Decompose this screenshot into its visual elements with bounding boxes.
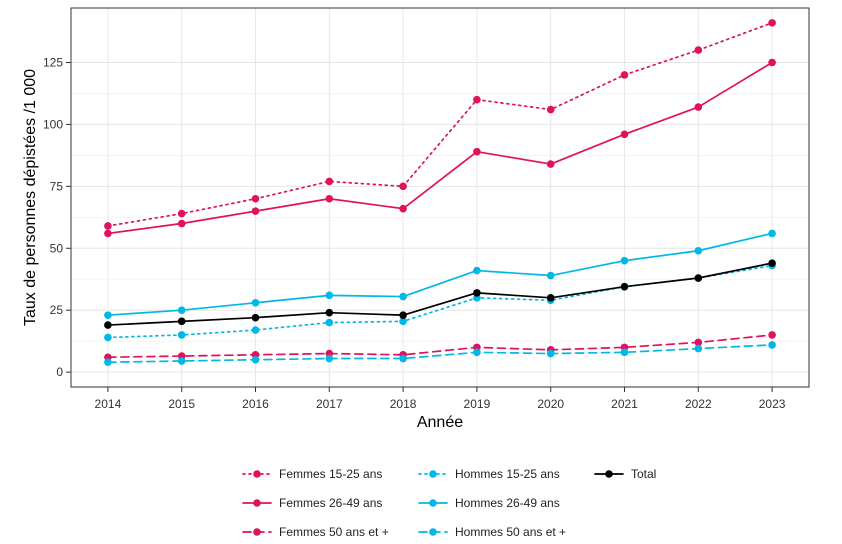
- legend-marker-3: [253, 499, 261, 507]
- x-tick-label-0: 2014: [95, 397, 122, 411]
- data-point-6-7: [620, 348, 629, 357]
- data-point-0-6: [546, 105, 555, 114]
- data-point-1-2: [251, 326, 260, 334]
- y-tick-label-5: 125: [43, 55, 63, 69]
- data-point-2-0: [104, 321, 112, 329]
- data-point-0-0: [104, 222, 112, 230]
- data-point-4-8: [694, 246, 703, 255]
- series-line-2: [107, 262, 773, 326]
- x-tick-label-8: 2022: [685, 397, 712, 411]
- data-point-1-4: [399, 317, 407, 326]
- data-point-3-0: [104, 229, 112, 238]
- x-tick-label-6: 2020: [537, 397, 564, 411]
- legend-marker-5: [253, 528, 261, 536]
- data-point-3-8: [694, 103, 703, 111]
- data-point-4-9: [768, 229, 776, 238]
- data-point-6-1: [177, 357, 186, 365]
- data-point-5-8: [694, 338, 703, 347]
- y-tick-label-1: 25: [50, 303, 64, 317]
- x-tick-label-5: 2019: [464, 397, 491, 411]
- legend-marker-2: [605, 470, 613, 478]
- data-point-4-1: [177, 306, 186, 315]
- x-axis-title: Année: [417, 414, 463, 431]
- legend-label-0: Femmes 15-25 ans: [279, 467, 382, 481]
- legend-marker-0: [253, 470, 261, 478]
- data-point-0-8: [694, 46, 703, 54]
- data-point-2-2: [251, 313, 260, 322]
- data-point-1-1: [177, 331, 186, 339]
- data-point-2-6: [546, 294, 555, 302]
- x-tick-label-2: 2016: [242, 397, 269, 411]
- y-tick-label-0: 0: [56, 365, 63, 379]
- data-point-3-6: [546, 160, 555, 168]
- legend-label-6: Hommes 50 ans et +: [455, 525, 566, 539]
- data-point-6-8: [694, 344, 703, 353]
- data-point-2-4: [399, 311, 407, 319]
- data-point-0-5: [473, 95, 481, 104]
- legend-label-1: Hommes 15-25 ans: [455, 467, 560, 481]
- data-point-2-7: [620, 282, 629, 291]
- data-point-2-3: [325, 308, 334, 317]
- series-line-0: [107, 22, 773, 227]
- legend-marker-1: [429, 470, 437, 478]
- x-tick-label-3: 2017: [316, 397, 343, 411]
- x-tick-label-1: 2015: [168, 397, 195, 411]
- data-point-2-1: [177, 317, 186, 326]
- data-point-0-9: [768, 19, 776, 27]
- y-axis-title: Taux de personnes dépistées /1 000: [22, 69, 39, 326]
- data-point-3-5: [473, 147, 481, 156]
- data-point-3-4: [399, 204, 407, 213]
- x-tick-label-9: 2023: [759, 397, 786, 411]
- data-point-4-5: [473, 266, 481, 275]
- data-point-5-9: [768, 331, 776, 339]
- data-point-6-6: [546, 349, 555, 358]
- legend-label-2: Total: [631, 467, 656, 481]
- legend-label-3: Femmes 26-49 ans: [279, 496, 382, 510]
- data-point-4-2: [251, 298, 260, 307]
- data-point-6-2: [251, 355, 260, 364]
- plot-panel-border: [70, 7, 810, 388]
- legend-marker-6: [429, 528, 437, 536]
- legend-label-4: Hommes 26-49 ans: [455, 496, 560, 510]
- data-point-4-6: [546, 271, 555, 280]
- data-point-6-4: [399, 354, 407, 363]
- data-point-1-3: [325, 318, 334, 327]
- data-point-0-4: [399, 182, 407, 191]
- series-line-4: [107, 232, 773, 317]
- data-point-6-5: [473, 348, 481, 357]
- data-point-3-9: [768, 58, 776, 67]
- data-point-4-7: [620, 256, 629, 265]
- legend-label-5: Femmes 50 ans et +: [279, 525, 389, 539]
- y-tick-label-4: 100: [43, 117, 63, 131]
- series-line-5: [107, 334, 773, 359]
- y-tick-label-3: 75: [50, 179, 64, 193]
- data-point-2-9: [768, 259, 776, 267]
- data-point-0-7: [620, 71, 629, 79]
- series-line-3: [107, 61, 773, 235]
- data-point-4-0: [104, 311, 112, 319]
- data-point-0-1: [177, 209, 186, 218]
- x-tick-label-4: 2018: [390, 397, 417, 411]
- data-point-0-2: [251, 194, 260, 203]
- data-point-0-3: [325, 177, 334, 186]
- data-point-3-2: [251, 207, 260, 215]
- y-tick-label-2: 50: [50, 241, 64, 255]
- data-point-6-3: [325, 354, 334, 363]
- data-point-3-3: [325, 194, 334, 203]
- x-tick-label-7: 2021: [611, 397, 638, 411]
- series-line-6: [107, 344, 773, 364]
- data-point-6-0: [104, 358, 112, 367]
- data-point-1-0: [104, 333, 112, 342]
- legend-marker-4: [429, 499, 437, 507]
- data-point-6-9: [768, 341, 776, 349]
- data-point-3-7: [620, 130, 629, 139]
- data-point-2-8: [694, 274, 703, 282]
- data-point-4-4: [399, 292, 407, 301]
- data-point-4-3: [325, 291, 334, 300]
- data-point-2-5: [473, 289, 481, 297]
- data-point-3-1: [177, 219, 186, 228]
